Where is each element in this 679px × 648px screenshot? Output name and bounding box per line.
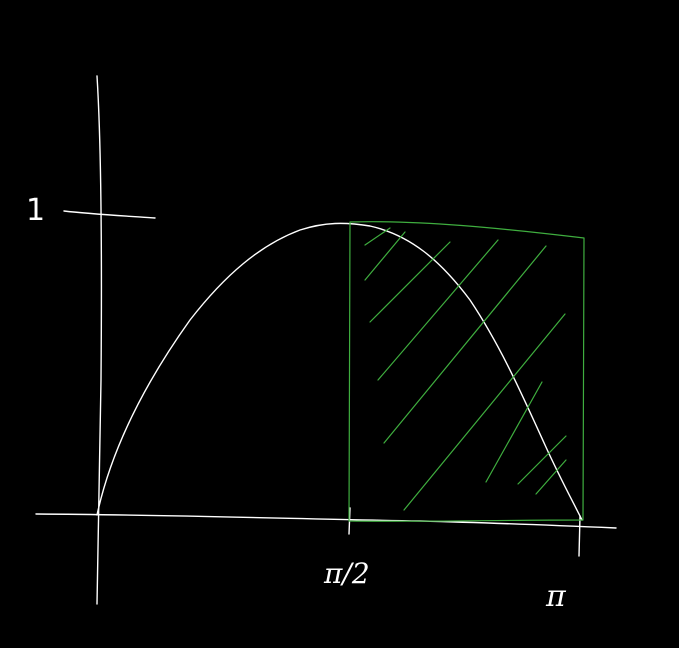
x-tick-label-pi-half: π/2 [324,557,370,590]
hatch-line [535,459,567,495]
hatch-line [377,239,499,381]
hatch-line [364,227,391,246]
x-tick-label-pi: π [546,579,566,614]
hatching [364,227,567,511]
y-axis [96,75,103,605]
sine-curve [96,222,583,521]
hatch-line [517,435,567,485]
y-tick-one [63,210,156,219]
hatch-line [383,245,547,444]
y-tick-label-one: 1 [26,193,46,228]
x-tick-pi [578,515,581,557]
hatch-line [364,231,406,281]
hatch-line [369,241,451,323]
x-axis [35,513,617,529]
highlight-rectangle [348,221,585,522]
hatch-line [403,313,566,511]
hatch-line [485,381,543,483]
